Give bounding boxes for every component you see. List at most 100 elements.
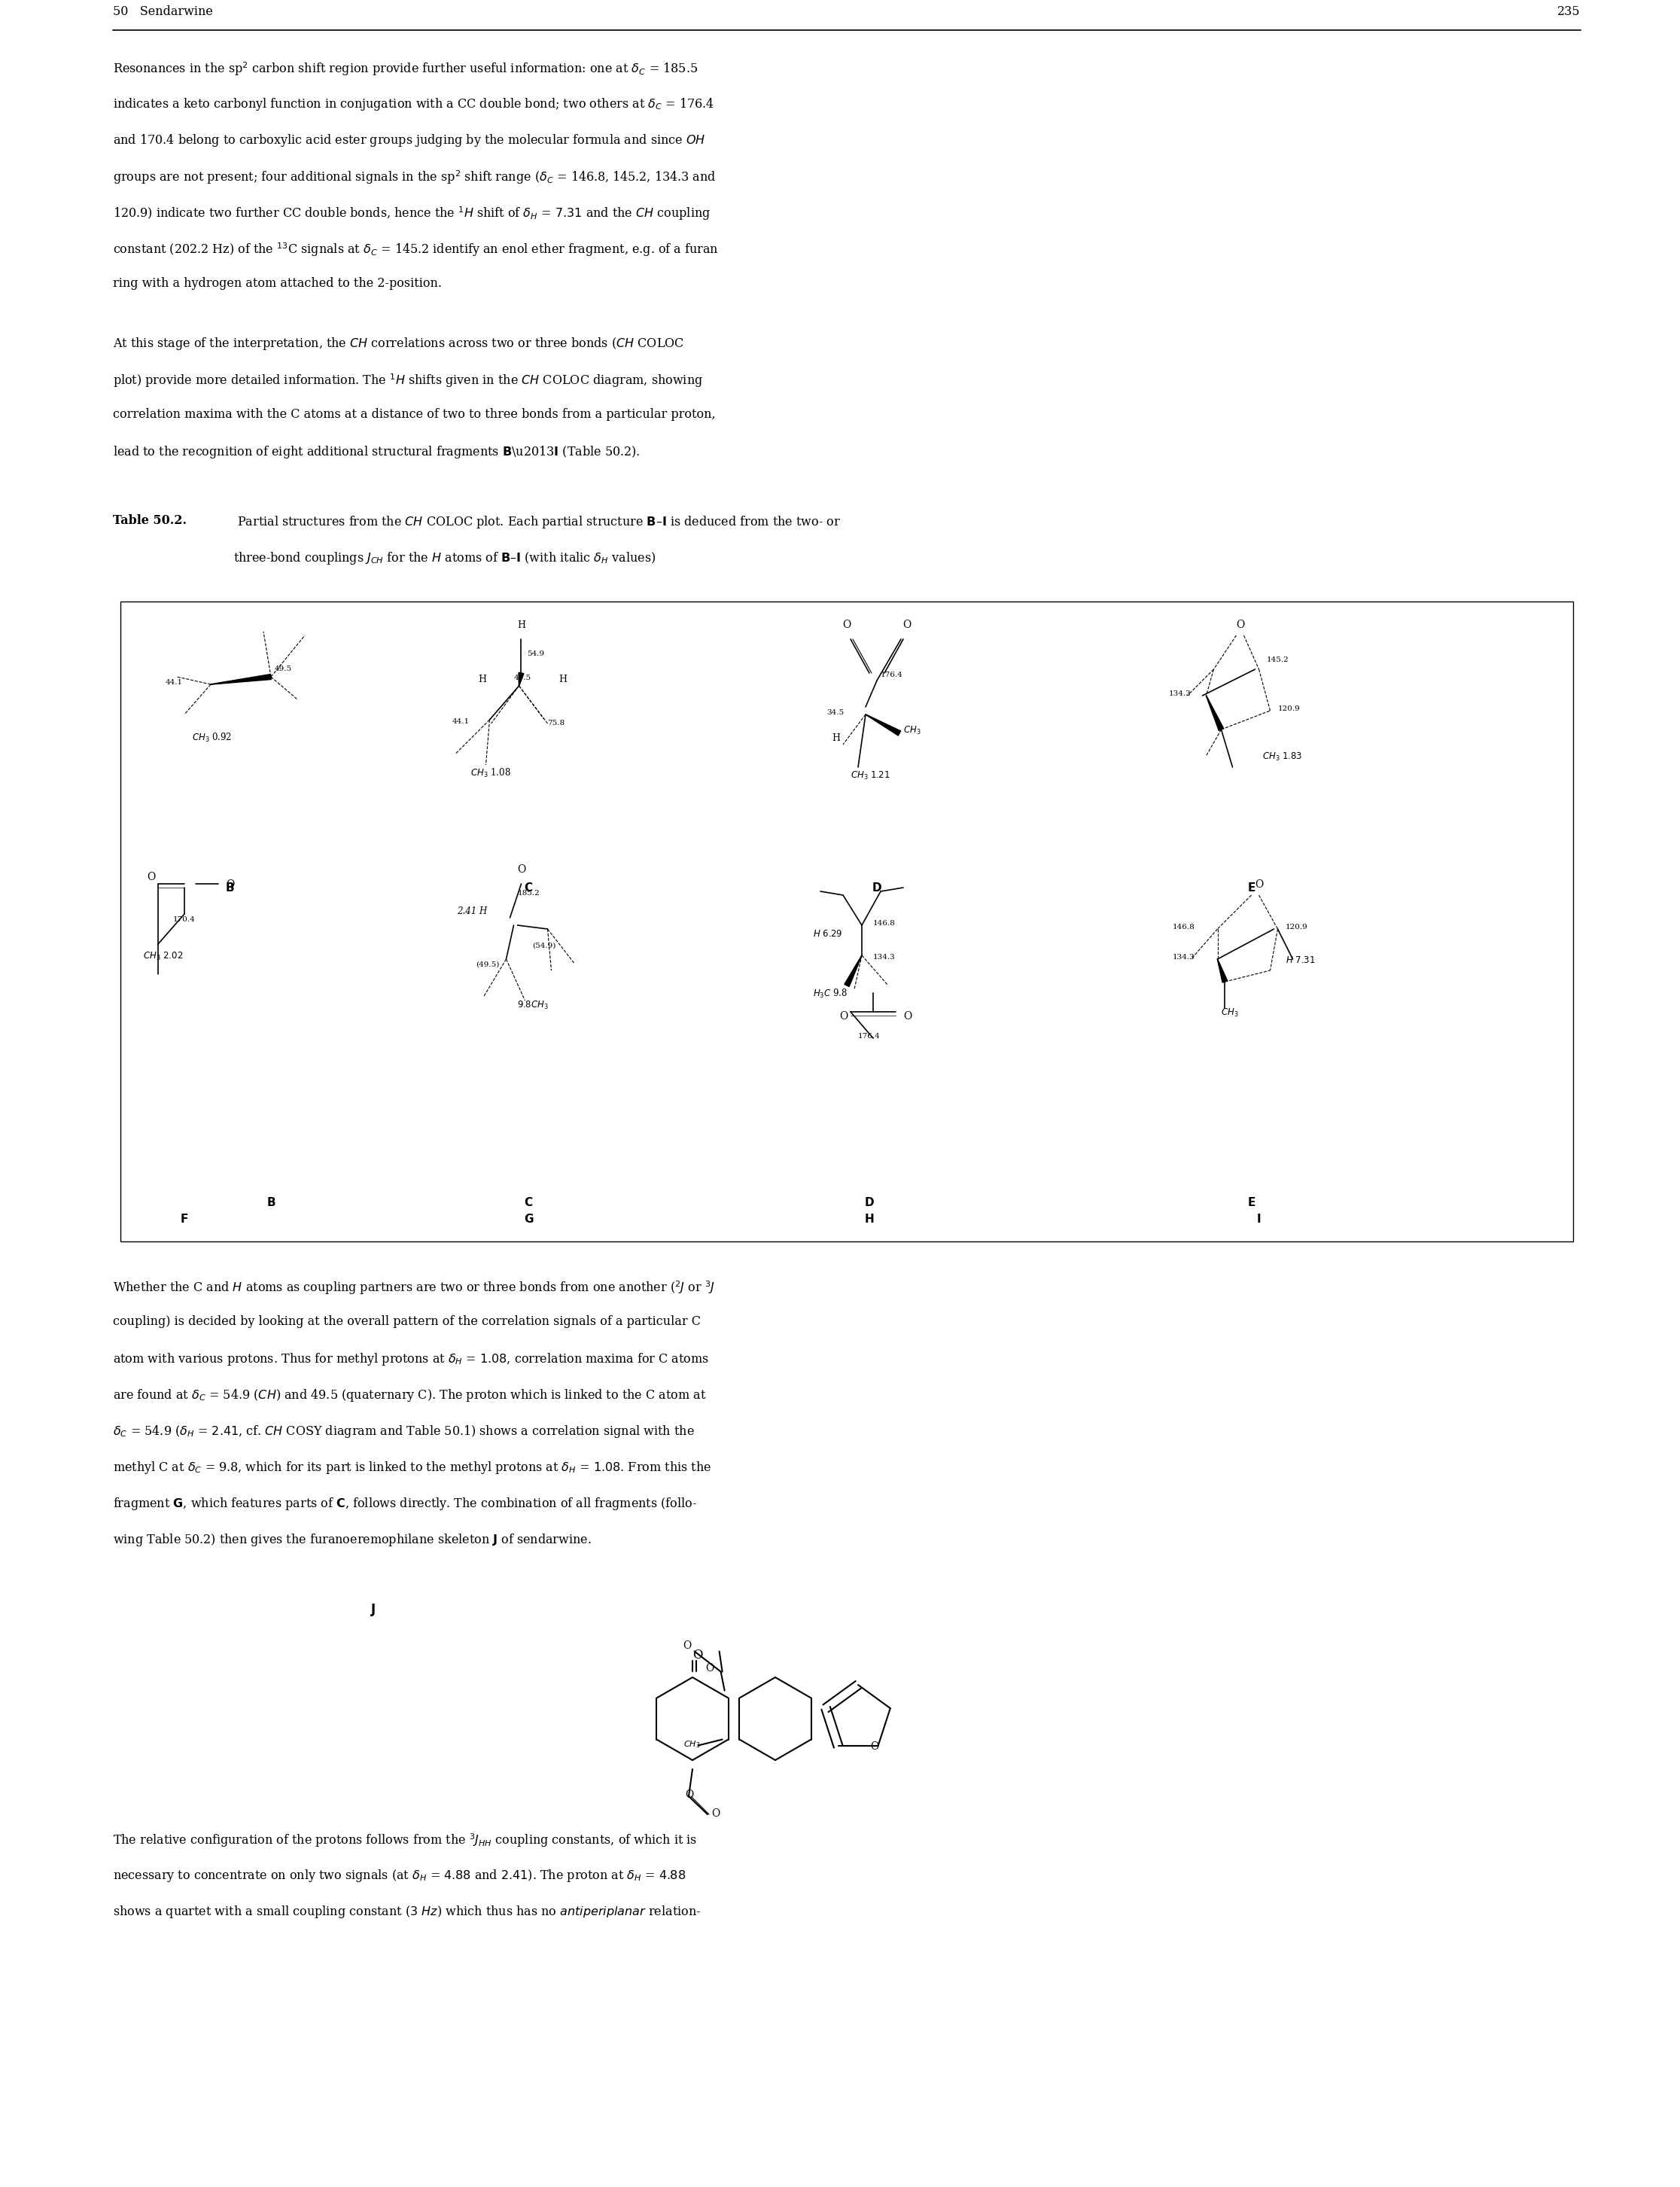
- Text: 145.2: 145.2: [1267, 656, 1289, 663]
- Text: Resonances in the sp$^2$ carbon shift region provide further useful information:: Resonances in the sp$^2$ carbon shift re…: [113, 61, 697, 77]
- Text: lead to the recognition of eight additional structural fragments $\mathbf{B}$\u2: lead to the recognition of eight additio…: [113, 444, 640, 459]
- Text: H: H: [832, 733, 840, 744]
- Text: constant (202.2 Hz) of the $^{13}$C signals at $\delta$$_C$ = 145.2 identify an : constant (202.2 Hz) of the $^{13}$C sign…: [113, 241, 719, 258]
- Polygon shape: [845, 956, 862, 986]
- Text: Whether the C and $H$ atoms as coupling partners are two or three bonds from one: Whether the C and $H$ atoms as coupling …: [113, 1279, 716, 1297]
- Text: 134.3: 134.3: [1173, 954, 1194, 960]
- Text: $\mathbf{C}$: $\mathbf{C}$: [524, 881, 533, 894]
- Polygon shape: [210, 674, 270, 685]
- Text: Table 50.2.: Table 50.2.: [113, 514, 186, 527]
- Text: 185.2: 185.2: [517, 890, 539, 897]
- Text: $CH_3$: $CH_3$: [1221, 1008, 1238, 1019]
- Text: $\mathbf{H}$: $\mathbf{H}$: [864, 1214, 874, 1225]
- Text: Partial structures from the $CH$ COLOC plot. Each partial structure $\mathbf{B}$: Partial structures from the $CH$ COLOC p…: [234, 514, 840, 529]
- Bar: [121, 601, 1572, 1242]
- Text: $CH_3$: $CH_3$: [904, 724, 921, 737]
- Text: O: O: [843, 619, 852, 630]
- Text: O: O: [902, 619, 911, 630]
- Text: O: O: [684, 1640, 692, 1651]
- Text: 54.9: 54.9: [528, 650, 544, 658]
- Text: $\mathbf{F}$: $\mathbf{F}$: [180, 1214, 188, 1225]
- Text: $CH_3$: $CH_3$: [684, 1739, 701, 1750]
- Text: are found at $\delta_C$ = 54.9 ($CH$) and 49.5 (quaternary C). The proton which : are found at $\delta_C$ = 54.9 ($CH$) an…: [113, 1387, 706, 1404]
- Text: 235: 235: [1557, 4, 1581, 17]
- Polygon shape: [865, 715, 900, 735]
- Text: 44.1: 44.1: [166, 678, 183, 687]
- Text: $\mathbf{J}$: $\mathbf{J}$: [371, 1603, 376, 1618]
- Text: 170.4: 170.4: [173, 916, 195, 923]
- Text: $\mathbf{D}$: $\mathbf{D}$: [872, 881, 882, 894]
- Text: 50   Sendarwine: 50 Sendarwine: [113, 4, 213, 17]
- Text: coupling) is decided by looking at the overall pattern of the correlation signal: coupling) is decided by looking at the o…: [113, 1314, 701, 1328]
- Text: O: O: [840, 1010, 848, 1021]
- Text: ring with a hydrogen atom attached to the 2-position.: ring with a hydrogen atom attached to th…: [113, 278, 442, 291]
- Text: indicates a keto carbonyl function in conjugation with a CC double bond; two oth: indicates a keto carbonyl function in co…: [113, 96, 714, 112]
- Text: $CH_3$ 1.08: $CH_3$ 1.08: [470, 768, 511, 779]
- Text: necessary to concentrate on only two signals (at $\delta_H$ = $4.88$ and $2.41$): necessary to concentrate on only two sig…: [113, 1868, 685, 1883]
- Text: $H$ $6.29$: $H$ $6.29$: [813, 929, 842, 938]
- Text: 134.3: 134.3: [1169, 691, 1191, 698]
- Text: $\mathbf{E}$: $\mathbf{E}$: [1247, 1196, 1255, 1207]
- Text: O: O: [706, 1664, 714, 1673]
- Text: fragment $\mathbf{G}$, which features parts of $\mathbf{C}$, follows directly. T: fragment $\mathbf{G}$, which features pa…: [113, 1496, 697, 1511]
- Text: O: O: [517, 864, 526, 875]
- Text: 120.9: 120.9: [1285, 923, 1307, 929]
- Text: $9.8CH_3$: $9.8CH_3$: [517, 999, 549, 1010]
- Text: O: O: [870, 1741, 879, 1752]
- Text: H: H: [559, 674, 568, 685]
- Text: $\mathbf{B}$: $\mathbf{B}$: [265, 1196, 276, 1207]
- Text: three-bond couplings $J_{CH}$ for the $H$ atoms of $\mathbf{B}$–$\mathbf{I}$ (wi: three-bond couplings $J_{CH}$ for the $H…: [234, 551, 655, 566]
- Text: $\mathbf{I}$: $\mathbf{I}$: [1257, 1214, 1262, 1225]
- Text: 34.5: 34.5: [827, 709, 843, 715]
- Text: 176.4: 176.4: [880, 671, 904, 678]
- Text: O: O: [1236, 619, 1245, 630]
- Text: $CH_3$ $2.02$: $CH_3$ $2.02$: [143, 951, 183, 962]
- Text: O: O: [692, 1649, 702, 1662]
- Text: 2.41 H: 2.41 H: [457, 905, 487, 916]
- Text: At this stage of the interpretation, the $CH$ correlations across two or three b: At this stage of the interpretation, the…: [113, 337, 684, 352]
- Text: 176.4: 176.4: [858, 1032, 880, 1039]
- Text: atom with various protons. Thus for methyl protons at $\delta_H$ = $1.08$, corre: atom with various protons. Thus for meth…: [113, 1352, 709, 1367]
- Text: $\mathbf{D}$: $\mathbf{D}$: [864, 1196, 875, 1207]
- Text: 120.9) indicate two further CC double bonds, hence the $^1H$ shift of $\delta$$_: 120.9) indicate two further CC double bo…: [113, 206, 711, 221]
- Text: (54.9): (54.9): [533, 943, 556, 949]
- Text: 146.8: 146.8: [1173, 923, 1194, 929]
- Polygon shape: [1206, 695, 1223, 730]
- Text: $H$ $7.31$: $H$ $7.31$: [1285, 956, 1315, 964]
- Text: O: O: [711, 1809, 719, 1820]
- Text: 134.3: 134.3: [874, 954, 895, 960]
- Text: shows a quartet with a small coupling constant ($3$ $Hz$) which thus has no $ant: shows a quartet with a small coupling co…: [113, 1905, 701, 1920]
- Text: methyl C at $\delta_C$ = 9.8, which for its part is linked to the methyl protons: methyl C at $\delta_C$ = 9.8, which for …: [113, 1459, 711, 1476]
- Text: (49.5): (49.5): [475, 962, 499, 969]
- Text: H: H: [479, 674, 487, 685]
- Text: $\mathbf{C}$: $\mathbf{C}$: [524, 1196, 533, 1207]
- Text: The relative configuration of the protons follows from the $^3J_{HH}$ coupling c: The relative configuration of the proton…: [113, 1833, 697, 1848]
- Text: correlation maxima with the C atoms at a distance of two to three bonds from a p: correlation maxima with the C atoms at a…: [113, 409, 716, 420]
- Text: 120.9: 120.9: [1278, 706, 1300, 713]
- Text: plot) provide more detailed information. The $^1H$ shifts given in the $CH$ COLO: plot) provide more detailed information.…: [113, 372, 702, 389]
- Text: 75.8: 75.8: [548, 720, 564, 726]
- Text: 49.5: 49.5: [276, 665, 292, 671]
- Text: and 170.4 belong to carboxylic acid ester groups judging by the molecular formul: and 170.4 belong to carboxylic acid este…: [113, 133, 706, 149]
- Text: $\mathbf{G}$: $\mathbf{G}$: [524, 1214, 534, 1225]
- Text: O: O: [225, 879, 234, 890]
- Text: O: O: [904, 1010, 912, 1021]
- Text: $CH_3$ 0.92: $CH_3$ 0.92: [192, 733, 232, 744]
- Polygon shape: [519, 674, 524, 687]
- Text: 44.1: 44.1: [452, 717, 469, 724]
- Text: $\mathbf{B}$: $\mathbf{B}$: [225, 881, 234, 894]
- Text: H: H: [517, 621, 526, 630]
- Text: $\delta_C$ = 54.9 ($\delta_H$ = $2.41$, cf. $CH$ COSY diagram and Table 50.1) sh: $\delta_C$ = 54.9 ($\delta_H$ = $2.41$, …: [113, 1424, 694, 1439]
- Polygon shape: [1218, 960, 1228, 982]
- Text: 49.5: 49.5: [514, 674, 531, 682]
- Text: $CH_3$ $1.83$: $CH_3$ $1.83$: [1263, 752, 1302, 763]
- Text: $\mathbf{E}$: $\mathbf{E}$: [1247, 881, 1255, 894]
- Text: $CH_3$ $1.21$: $CH_3$ $1.21$: [850, 770, 890, 781]
- Text: wing Table 50.2) then gives the furanoeremophilane skeleton $\mathbf{J}$ of send: wing Table 50.2) then gives the furanoer…: [113, 1533, 591, 1548]
- Text: 146.8: 146.8: [874, 921, 895, 927]
- Text: O: O: [1255, 879, 1263, 890]
- Text: $H_3C$ 9.8: $H_3C$ 9.8: [813, 989, 847, 999]
- Text: O: O: [685, 1789, 694, 1800]
- Text: groups are not present; four additional signals in the sp$^2$ shift range ($\del: groups are not present; four additional …: [113, 168, 716, 186]
- Text: O: O: [146, 873, 155, 881]
